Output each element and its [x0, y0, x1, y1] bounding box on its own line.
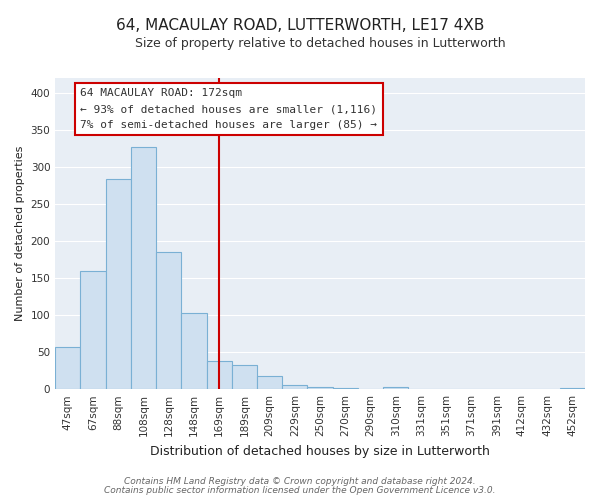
Bar [106, 179, 131, 389]
Bar [156, 252, 181, 389]
Text: Contains public sector information licensed under the Open Government Licence v3: Contains public sector information licen… [104, 486, 496, 495]
Text: Contains HM Land Registry data © Crown copyright and database right 2024.: Contains HM Land Registry data © Crown c… [124, 477, 476, 486]
Text: 64, MACAULAY ROAD, LUTTERWORTH, LE17 4XB: 64, MACAULAY ROAD, LUTTERWORTH, LE17 4XB [116, 18, 484, 32]
Bar [206, 361, 232, 389]
Bar [332, 388, 358, 389]
Bar [560, 388, 585, 389]
Title: Size of property relative to detached houses in Lutterworth: Size of property relative to detached ho… [135, 38, 505, 51]
Bar [181, 313, 206, 389]
X-axis label: Distribution of detached houses by size in Lutterworth: Distribution of detached houses by size … [150, 444, 490, 458]
Bar [282, 384, 307, 389]
Bar [131, 147, 156, 389]
Bar [232, 364, 257, 389]
Y-axis label: Number of detached properties: Number of detached properties [15, 146, 25, 322]
Text: 64 MACAULAY ROAD: 172sqm
← 93% of detached houses are smaller (1,116)
7% of semi: 64 MACAULAY ROAD: 172sqm ← 93% of detach… [80, 88, 377, 130]
Bar [80, 270, 106, 389]
Bar [55, 347, 80, 389]
Bar [383, 387, 409, 389]
Bar [257, 376, 282, 389]
Bar [307, 387, 332, 389]
